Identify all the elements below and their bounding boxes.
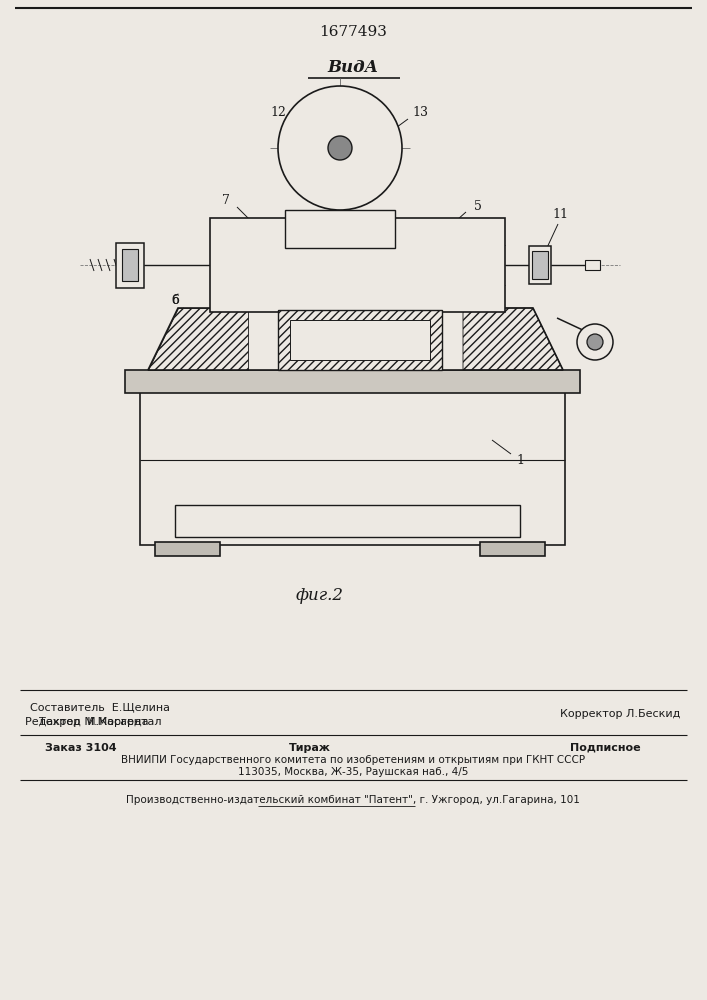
Text: 3: 3 (409, 298, 417, 312)
Bar (585, 260, 600, 270)
Text: фиг.2: фиг.2 (296, 586, 344, 603)
Bar (210, 218, 505, 312)
Text: Корректор Л.Бескид: Корректор Л.Бескид (560, 709, 680, 719)
Text: 2: 2 (484, 296, 492, 308)
Text: Редактор  И.Касарда: Редактор И.Касарда (25, 717, 148, 727)
Text: Подписное: Подписное (570, 743, 641, 753)
Bar (122, 249, 138, 281)
Bar (116, 243, 144, 288)
Bar (532, 251, 548, 279)
Text: ВидА: ВидА (327, 60, 378, 77)
Text: Производственно-издательский комбинат "Патент", г. Ужгород, ул.Гагарина, 101: Производственно-издательский комбинат "П… (126, 795, 580, 805)
Bar (278, 310, 442, 370)
Bar (529, 246, 551, 284)
Text: 6: 6 (171, 294, 179, 306)
Text: 113035, Москва, Ж-35, Раушская наб., 4/5: 113035, Москва, Ж-35, Раушская наб., 4/5 (238, 767, 468, 777)
Bar (285, 210, 395, 248)
Polygon shape (148, 308, 563, 370)
Text: 11: 11 (552, 209, 568, 222)
Bar (480, 542, 545, 556)
Text: Составитель  Е.Щелина: Составитель Е.Щелина (30, 702, 170, 712)
Text: 13: 13 (412, 106, 428, 119)
Circle shape (328, 136, 352, 160)
Bar (175, 505, 520, 537)
Circle shape (577, 324, 613, 360)
Text: 12: 12 (270, 105, 286, 118)
Text: Техред М.Моргентал: Техред М.Моргентал (39, 717, 161, 727)
Bar (155, 542, 220, 556)
Text: 5: 5 (474, 200, 482, 214)
Text: 1677493: 1677493 (319, 25, 387, 39)
Text: 7: 7 (222, 194, 230, 207)
Circle shape (587, 334, 603, 350)
Bar (140, 390, 565, 545)
Bar (125, 370, 580, 393)
Bar (290, 320, 430, 360)
Text: 1: 1 (516, 454, 524, 466)
Text: б: б (171, 294, 179, 306)
Bar (278, 310, 442, 370)
Text: Тираж: Тираж (289, 743, 331, 753)
Text: ВНИИПИ Государственного комитета по изобретениям и открытиям при ГКНТ СССР: ВНИИПИ Государственного комитета по изоб… (121, 755, 585, 765)
Text: Заказ 3104: Заказ 3104 (45, 743, 117, 753)
Circle shape (278, 86, 402, 210)
